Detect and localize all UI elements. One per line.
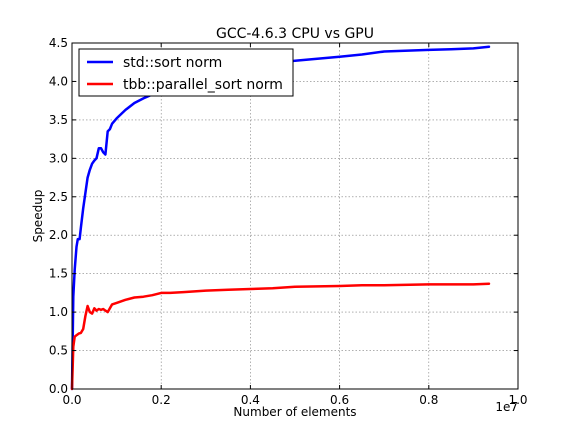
legend: std::sort norm tbb::parallel_sort norm bbox=[78, 48, 294, 97]
y-axis-label: Speedup bbox=[31, 190, 45, 243]
y-tick-label: 0.5 bbox=[49, 344, 68, 358]
y-tick-label: 1.5 bbox=[49, 267, 68, 281]
y-tick-label: 4.0 bbox=[49, 74, 68, 88]
x-tick-label: 0.2 bbox=[152, 393, 171, 407]
x-tick-label: 1.0 bbox=[508, 393, 527, 407]
x-axis-label: Number of elements bbox=[233, 405, 356, 419]
series-line-std-sort bbox=[70, 45, 491, 391]
y-tick-label: 2.0 bbox=[49, 228, 68, 242]
legend-label-std-sort: std::sort norm bbox=[123, 55, 222, 71]
axis-ticks: 0.0 0.2 0.4 0.6 0.8 1.0 0.0 0.5 1.0 1.5 2.0 2.5 3.0 3… bbox=[49, 36, 528, 407]
x-tick-label: 0.8 bbox=[419, 393, 438, 407]
y-tick-label: 0.0 bbox=[49, 382, 68, 396]
y-tick-label: 3.5 bbox=[49, 113, 68, 127]
y-tick-label: 2.5 bbox=[49, 190, 68, 204]
legend-box bbox=[78, 48, 294, 97]
x-offset-label: 1e7 bbox=[495, 400, 518, 414]
y-tick-label: 4.5 bbox=[49, 36, 68, 50]
plot-series bbox=[70, 45, 491, 391]
y-tick-label: 1.0 bbox=[49, 305, 68, 319]
series-line-tbb-parallel-sort bbox=[70, 282, 491, 391]
y-tick-label: 3.0 bbox=[49, 151, 68, 165]
x-tick-label: 0.4 bbox=[241, 393, 260, 407]
axes-frame bbox=[71, 42, 519, 390]
x-tick-label: 0.0 bbox=[62, 393, 81, 407]
x-tick-label: 0.6 bbox=[330, 393, 349, 407]
chart-title: GCC-4.6.3 CPU vs GPU bbox=[216, 26, 374, 42]
legend-label-tbb-parallel-sort: tbb::parallel_sort norm bbox=[123, 77, 283, 93]
